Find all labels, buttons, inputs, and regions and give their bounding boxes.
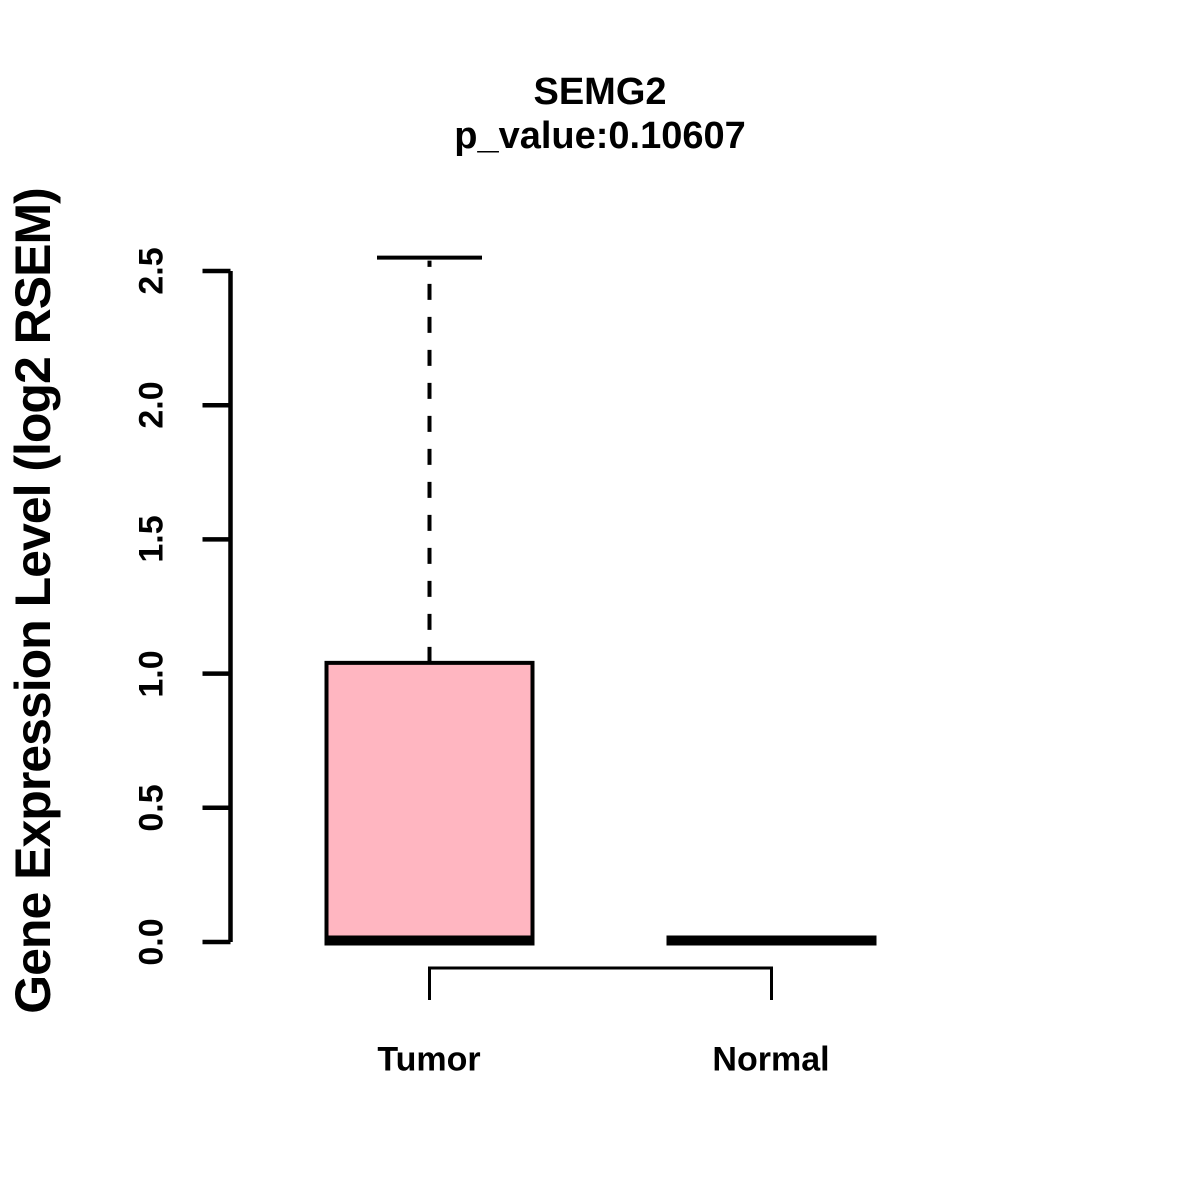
- chart-subtitle: p_value:0.10607: [454, 115, 746, 157]
- comparison-bracket: [428, 966, 773, 1000]
- tumor-box: [324, 660, 535, 944]
- chart-title: SEMG2: [533, 71, 667, 113]
- x-tick-label-normal: Normal: [712, 1040, 830, 1079]
- x-tick-label-tumor: Tumor: [377, 1040, 481, 1079]
